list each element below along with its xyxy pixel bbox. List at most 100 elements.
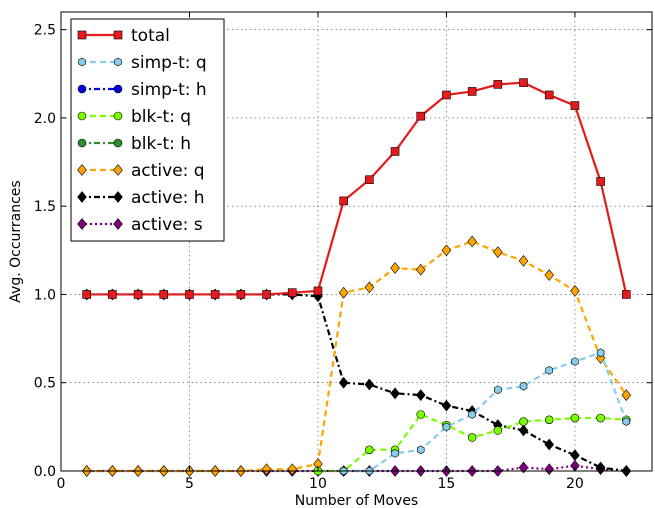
data-point <box>544 90 554 100</box>
legend-item: simp-t: h <box>77 80 207 100</box>
plot-frame <box>60 11 653 472</box>
legend-marker <box>113 111 123 121</box>
data-point <box>287 463 298 476</box>
x-tick-label: 10 <box>309 476 327 492</box>
legend-marker <box>77 138 87 148</box>
data-point <box>570 449 580 461</box>
data-point <box>544 463 555 476</box>
data-point <box>442 422 451 432</box>
data-point <box>416 445 425 455</box>
y-axis-label: Avg. Occurrances <box>8 180 24 302</box>
legend-label: simp-t: q <box>131 53 207 73</box>
data-point <box>622 417 631 426</box>
legend-item: active: s <box>77 215 203 235</box>
data-point <box>82 290 91 299</box>
legend-marker <box>77 111 87 121</box>
legend-marker <box>113 218 123 230</box>
data-point <box>364 378 375 391</box>
data-point <box>159 290 169 299</box>
data-point <box>468 410 476 419</box>
data-point <box>493 246 503 258</box>
x-axis-label: Number of Moves <box>295 493 418 508</box>
legend-label: active: s <box>131 215 203 235</box>
y-tick-label: 2.5 <box>34 23 56 39</box>
axis-ticks: 0 5 10 15 20 0.0 0.5 1.0 1.5 2.0 2.5 <box>34 12 652 492</box>
data-point <box>416 111 426 121</box>
legend-label: total <box>131 26 170 46</box>
legend: total simp-t: q simp-t: h blk-t: q blk-t: h a… <box>70 18 225 242</box>
data-point <box>415 263 426 276</box>
series-line <box>317 413 627 473</box>
data-point <box>365 175 374 185</box>
series-total <box>82 78 631 299</box>
data-point <box>596 413 605 423</box>
data-point <box>467 235 477 248</box>
data-point <box>544 438 555 451</box>
data-point <box>338 376 349 389</box>
data-point <box>287 288 297 297</box>
data-point <box>519 417 528 426</box>
legend-item: active: q <box>77 161 205 181</box>
data-point <box>570 413 580 423</box>
data-point <box>570 285 580 297</box>
data-point <box>339 196 348 206</box>
data-point <box>518 255 529 267</box>
data-point <box>622 290 631 299</box>
data-point <box>467 87 477 96</box>
data-point <box>467 433 477 442</box>
legend-label: active: q <box>131 161 205 181</box>
legend-marker <box>77 164 87 176</box>
data-point <box>571 357 579 366</box>
legend-box <box>70 18 225 242</box>
data-point <box>338 286 349 299</box>
legend-marker <box>77 30 87 40</box>
data-point <box>416 410 426 419</box>
y-tick-label: 1.5 <box>34 199 56 215</box>
data-point <box>518 461 529 474</box>
legend-label: active: h <box>131 188 205 208</box>
data-point <box>236 290 246 299</box>
legend-marker <box>77 84 87 94</box>
series-line <box>343 351 628 473</box>
x-tick-label: 5 <box>185 476 194 492</box>
legend-marker <box>113 84 123 94</box>
legend-marker <box>114 57 122 67</box>
legend-marker <box>113 164 123 176</box>
data-point <box>442 90 451 100</box>
data-point <box>494 385 502 395</box>
legend-item: simp-t: q <box>78 53 207 73</box>
legend-label: blk-t: q <box>131 107 191 127</box>
data-point <box>390 262 400 274</box>
data-point <box>210 290 220 299</box>
data-point <box>365 445 374 455</box>
legend-marker <box>77 218 87 230</box>
data-point <box>261 463 272 476</box>
y-tick-label: 1.0 <box>34 287 56 303</box>
data-point <box>596 177 605 186</box>
x-tick-label: 0 <box>57 476 66 492</box>
series-layer <box>81 78 632 477</box>
data-point <box>415 389 426 401</box>
legend-marker <box>113 138 123 148</box>
data-point <box>493 426 503 435</box>
data-point <box>391 449 399 458</box>
data-point <box>518 424 529 437</box>
legend-label: simp-t: h <box>131 80 207 100</box>
data-point <box>133 290 143 299</box>
data-point <box>313 286 323 296</box>
legend-item: blk-t: q <box>77 107 191 127</box>
legend-item: active: h <box>77 188 205 208</box>
data-point <box>621 389 632 401</box>
x-tick-label: 20 <box>566 476 584 492</box>
y-tick-label: 0.5 <box>34 376 56 392</box>
legend-marker <box>78 57 86 67</box>
legend-item: blk-t: h <box>77 134 191 154</box>
data-point <box>544 269 555 281</box>
legend-item: total <box>77 26 170 46</box>
legend-marker <box>113 191 123 203</box>
data-point <box>262 290 271 299</box>
series-line <box>86 81 628 296</box>
data-point <box>545 366 553 375</box>
data-point <box>595 461 606 474</box>
